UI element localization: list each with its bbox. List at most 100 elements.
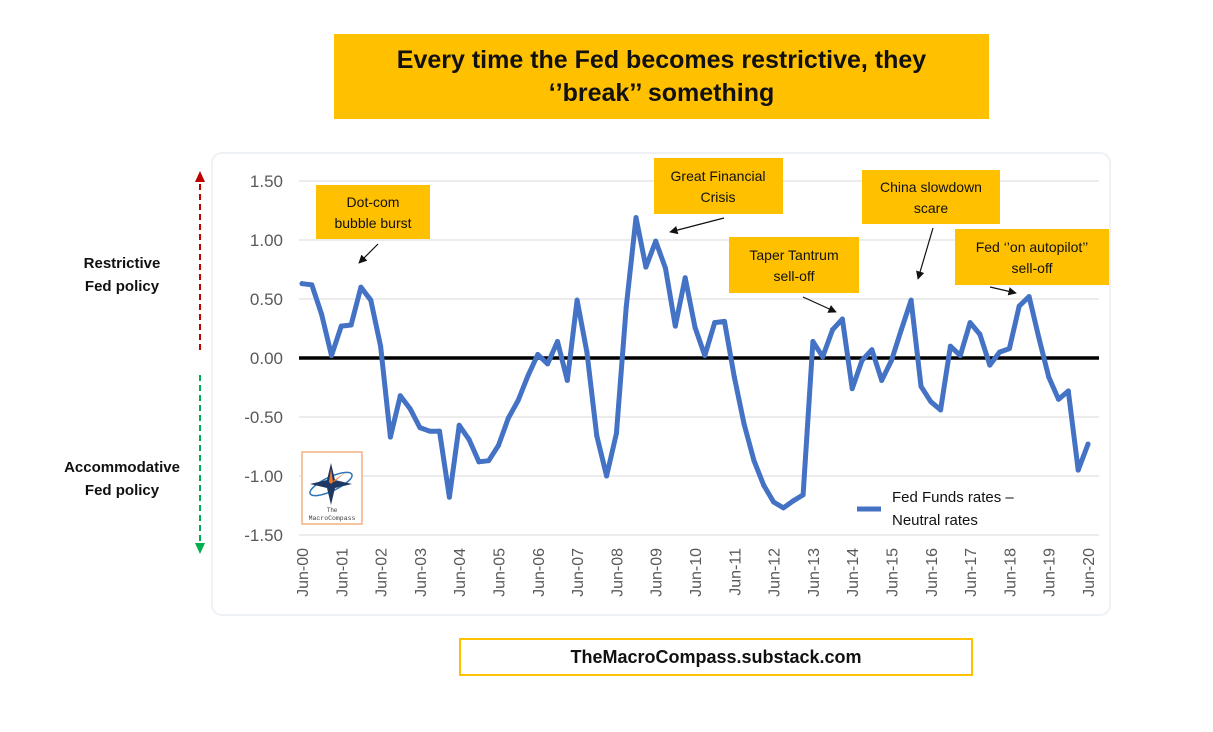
data-point xyxy=(368,297,374,303)
x-tick-label: Jun-02 xyxy=(374,548,391,597)
x-tick-label: Jun-17 xyxy=(963,548,980,597)
chart-legend: Fed Funds rates – Neutral rates xyxy=(857,489,1014,529)
data-point xyxy=(299,281,305,287)
data-point xyxy=(780,505,786,511)
logo-line-2: MacroCompass xyxy=(309,515,356,522)
chart-title-line-2: ‘’break’’ something xyxy=(548,78,775,107)
annotation-gfc: Great Financial Crisis xyxy=(654,158,783,214)
annotation-autopilot-arrow xyxy=(989,286,1017,296)
annotation-taper: Taper Tantrum sell-off xyxy=(729,237,859,293)
plot-area xyxy=(211,152,1111,616)
data-point xyxy=(328,353,334,359)
data-point xyxy=(387,434,393,440)
data-point xyxy=(496,442,501,448)
data-point xyxy=(554,338,560,344)
data-point xyxy=(545,361,551,367)
data-point xyxy=(397,393,403,399)
x-tick-label: Jun-15 xyxy=(885,548,902,597)
accommodative-label-line-2: Fed policy xyxy=(84,482,160,499)
annotation-china: China slowdown scare xyxy=(862,170,1000,224)
data-point xyxy=(417,425,423,431)
data-point xyxy=(1046,374,1052,380)
x-tick-label: Jun-12 xyxy=(767,548,784,597)
data-point xyxy=(1065,388,1071,394)
data-point xyxy=(348,322,354,328)
x-tick-label: Jun-14 xyxy=(845,548,862,597)
data-point xyxy=(997,349,1003,355)
annotation-autopilot-line-1: Fed ‘’on autopilot’’ xyxy=(976,239,1089,255)
annotation-dotcom-line-1: Dot-com xyxy=(347,194,400,210)
x-tick-label: Jun-00 xyxy=(295,548,312,597)
data-point xyxy=(938,407,944,413)
x-tick-label: Jun-13 xyxy=(806,548,823,597)
data-point xyxy=(820,354,826,360)
annotation-autopilot-line-2: sell-off xyxy=(1012,260,1053,276)
data-point xyxy=(761,482,767,488)
data-point xyxy=(751,458,757,464)
x-tick-label: Jun-06 xyxy=(531,548,548,597)
data-point xyxy=(623,304,629,310)
annotation-china-line-1: China slowdown xyxy=(880,179,982,195)
data-point xyxy=(702,353,708,359)
data-point xyxy=(869,347,875,353)
accommodative-label-line-1: Accommodative xyxy=(64,459,180,476)
data-point xyxy=(987,362,993,368)
data-point xyxy=(977,331,983,337)
data-point xyxy=(594,433,600,439)
annotation-autopilot: Fed ‘’on autopilot’’ sell-off xyxy=(955,229,1109,285)
data-point xyxy=(466,436,472,442)
data-point xyxy=(446,494,452,500)
data-point xyxy=(898,327,904,333)
data-point xyxy=(692,324,698,330)
data-point xyxy=(918,383,924,389)
data-point xyxy=(604,473,610,479)
chart-title-line-1: Every time the Fed becomes restrictive, … xyxy=(396,45,927,74)
x-tick-label: Jun-09 xyxy=(649,548,666,597)
legend-label-line-2: Neutral rates xyxy=(892,512,978,529)
data-point xyxy=(358,284,364,290)
annotation-taper-arrow xyxy=(802,296,837,313)
data-point xyxy=(653,238,659,244)
data-point xyxy=(407,406,413,412)
data-point xyxy=(731,374,737,380)
annotation-taper-line-2: sell-off xyxy=(774,268,815,284)
macrocompass-logo: The MacroCompass xyxy=(301,451,363,525)
data-point xyxy=(437,428,443,434)
data-point xyxy=(810,338,816,344)
data-point xyxy=(1016,303,1022,309)
x-tick-label: Jun-08 xyxy=(609,548,626,597)
data-point xyxy=(1085,441,1091,447)
data-point xyxy=(800,492,806,498)
data-point xyxy=(309,282,315,288)
x-tick-label: Jun-04 xyxy=(452,548,469,597)
data-point xyxy=(672,323,678,329)
data-point xyxy=(889,357,894,363)
data-point xyxy=(613,431,619,437)
compass-star-icon xyxy=(309,463,353,505)
annotation-china-line-2: scare xyxy=(914,200,948,216)
y-tick-label: -1.00 xyxy=(244,467,283,486)
data-point xyxy=(338,323,344,329)
y-tick-label: 1.50 xyxy=(250,172,283,191)
data-point xyxy=(633,215,639,221)
data-point xyxy=(319,311,325,317)
data-point xyxy=(957,353,963,359)
data-point xyxy=(879,377,885,383)
restrictive-label-line-1: Restrictive xyxy=(83,255,161,272)
data-point xyxy=(1026,294,1032,300)
x-tick-label: Jun-05 xyxy=(492,548,509,597)
restrictive-label-line-2: Fed policy xyxy=(84,278,160,295)
annotation-china-arrow xyxy=(916,227,934,280)
x-tick-label: Jun-07 xyxy=(570,548,587,597)
data-point xyxy=(505,415,511,421)
data-point xyxy=(721,318,727,324)
source-footer: TheMacroCompass.substack.com xyxy=(459,638,973,676)
restrictive-label: Restrictive Fed policy xyxy=(60,252,184,298)
data-point xyxy=(515,397,521,403)
annotation-dotcom-arrow xyxy=(358,243,379,264)
x-tick-label: Jun-11 xyxy=(727,548,744,596)
annotation-dotcom: Dot-com bubble burst xyxy=(316,185,430,239)
data-point xyxy=(663,265,669,271)
y-tick-label: 0.50 xyxy=(250,290,283,309)
